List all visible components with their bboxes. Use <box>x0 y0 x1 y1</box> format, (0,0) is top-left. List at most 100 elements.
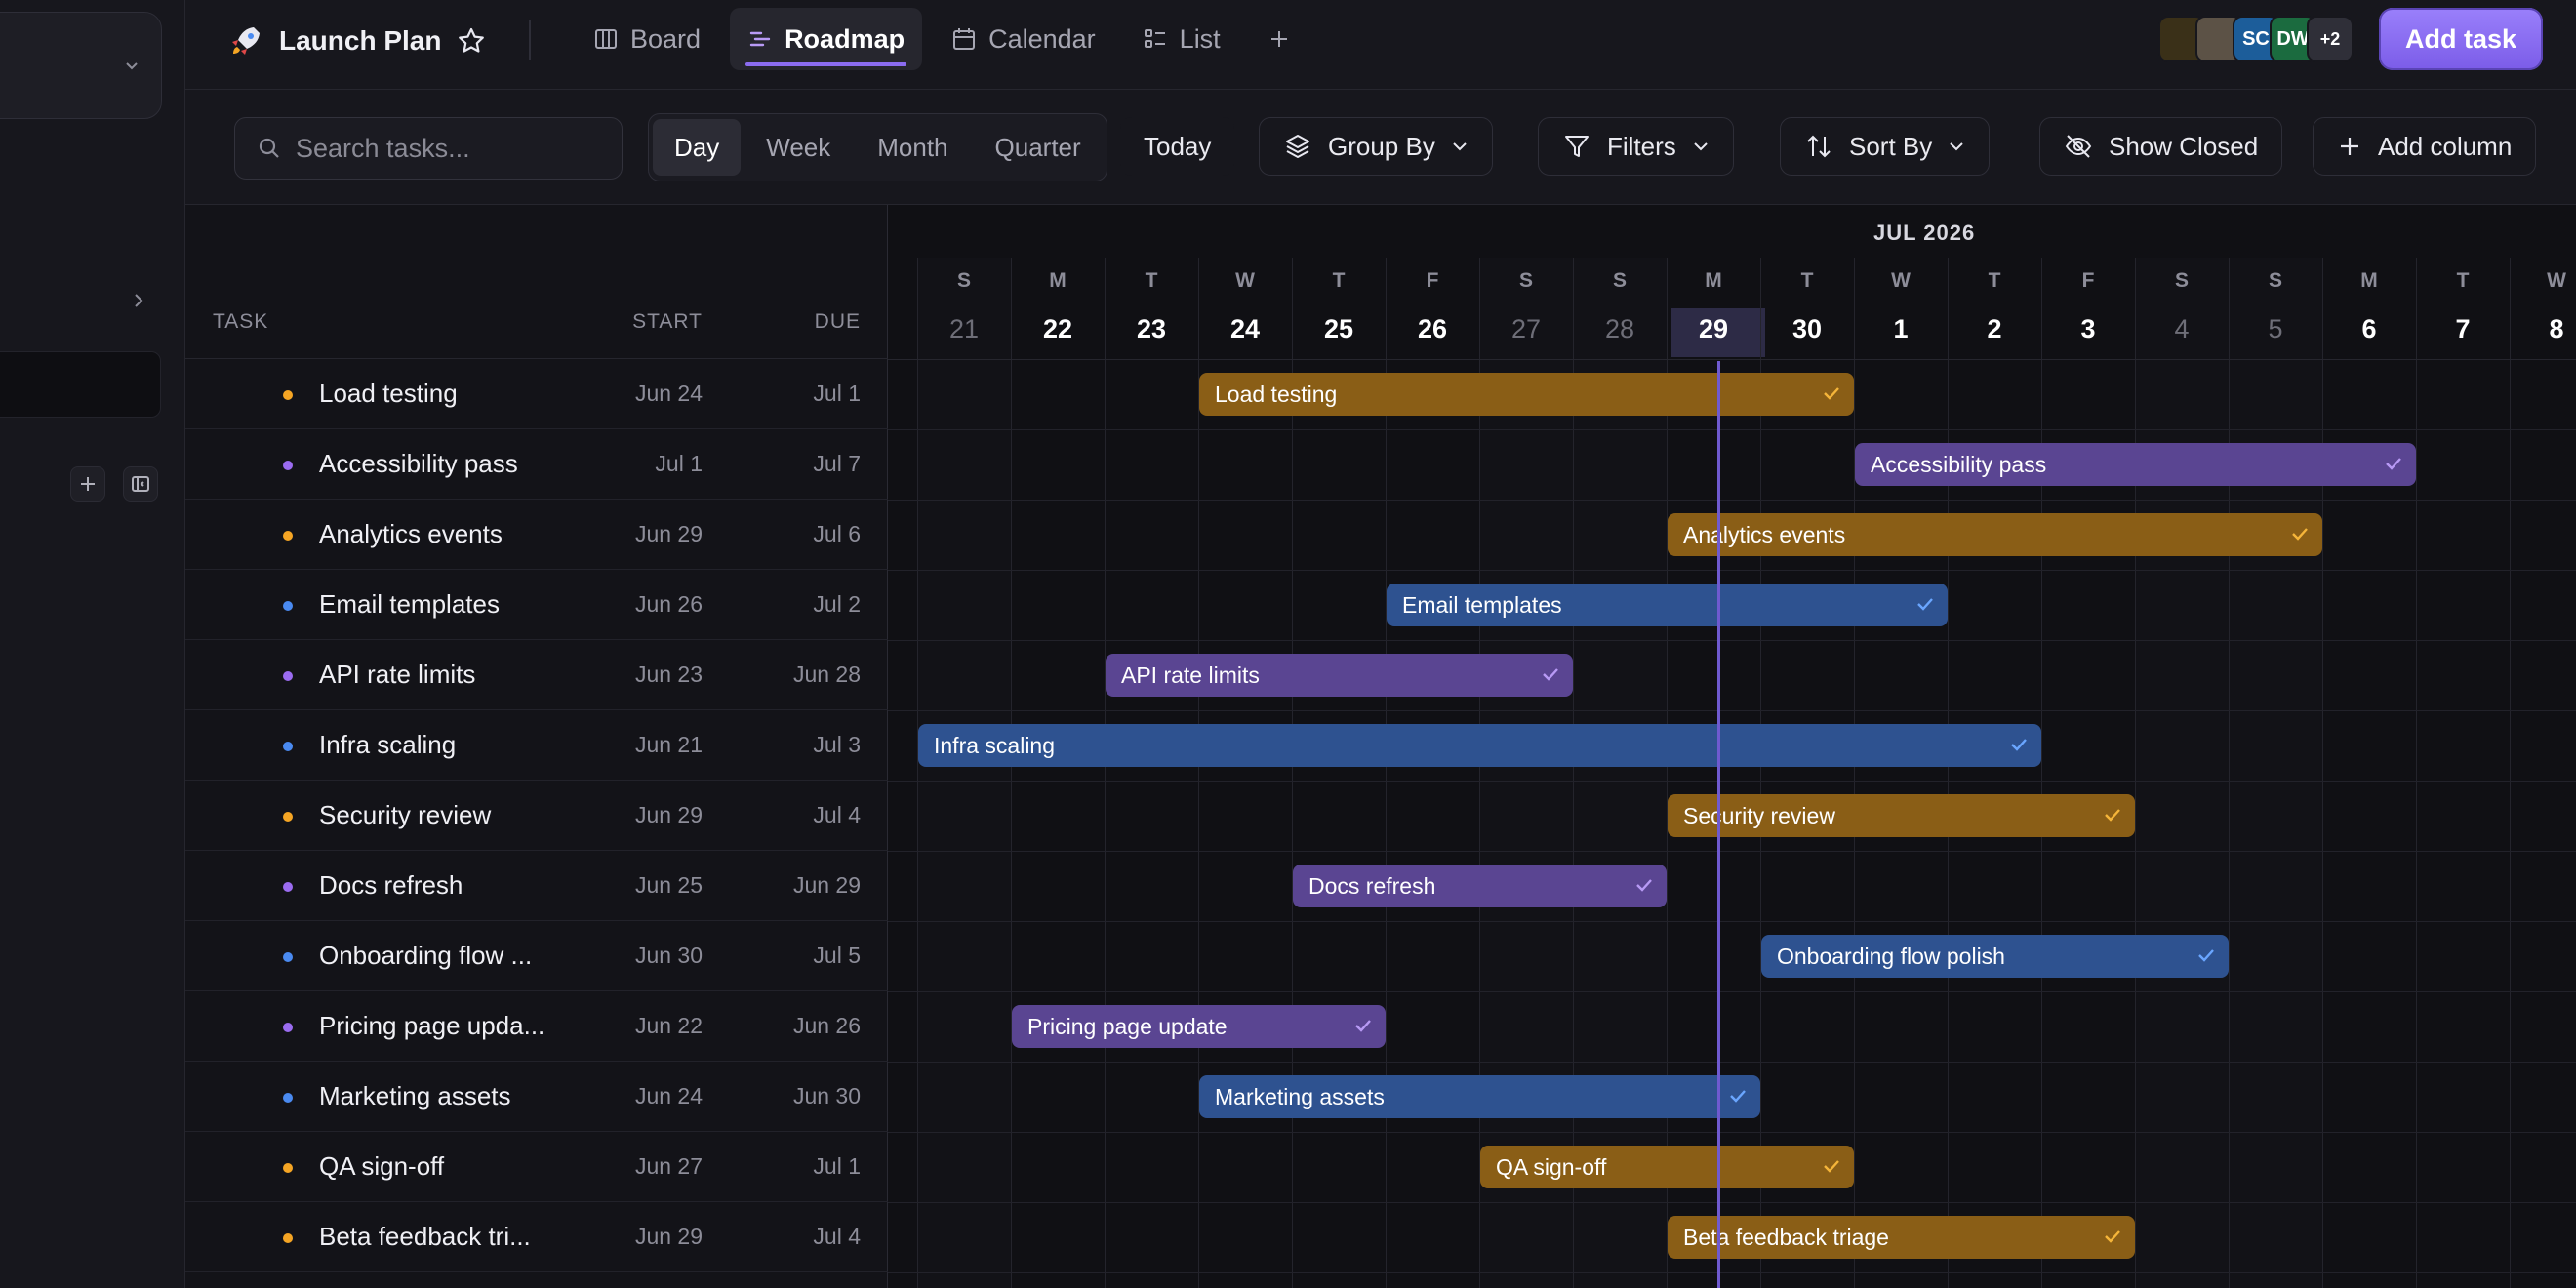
task-bar[interactable]: Docs refresh <box>1293 865 1667 907</box>
show-closed-button[interactable]: Show Closed <box>2039 117 2283 176</box>
day-column <box>1854 258 1948 1288</box>
scale-day[interactable]: Day <box>653 119 742 176</box>
check-icon <box>1824 1160 1839 1173</box>
status-dot <box>283 1093 293 1103</box>
workspace-switcher[interactable] <box>0 12 162 119</box>
row-divider <box>888 921 2576 922</box>
task-bar[interactable]: QA sign-off <box>1480 1146 1854 1188</box>
day-number-label[interactable]: 5 <box>2268 314 2283 343</box>
task-name: Infra scaling <box>319 730 457 759</box>
task-name: Onboarding flow ... <box>319 941 533 970</box>
task-bar[interactable]: Marketing assets <box>1199 1075 1760 1118</box>
row-divider <box>888 710 2576 711</box>
day-number-label[interactable]: 25 <box>1323 314 1354 343</box>
filters-button[interactable]: Filters <box>1538 117 1734 176</box>
task-row[interactable]: Pricing page upda... Jun 22 Jun 26 <box>185 991 888 1062</box>
tab-calendar[interactable]: Calendar <box>934 8 1113 70</box>
day-number-label[interactable]: 6 <box>2361 314 2377 343</box>
search-input[interactable] <box>296 133 608 164</box>
status-dot <box>283 742 293 751</box>
search-icon <box>259 138 279 158</box>
day-number-label[interactable]: 30 <box>1791 314 1823 343</box>
scale-month[interactable]: Month <box>877 132 948 162</box>
task-row[interactable]: Analytics events Jun 29 Jul 6 <box>185 500 888 570</box>
tab-board[interactable]: Board <box>576 8 718 70</box>
day-column <box>1948 258 2041 1288</box>
group-by-button[interactable]: Group By <box>1259 117 1493 176</box>
task-bar[interactable]: Accessibility pass <box>1855 443 2416 486</box>
day-number-label[interactable]: 23 <box>1136 314 1167 343</box>
task-bar[interactable]: Pricing page update <box>1012 1005 1386 1048</box>
task-bar[interactable]: Infra scaling <box>918 724 2041 767</box>
today-button[interactable]: Today <box>1120 117 1235 176</box>
task-row[interactable]: Marketing assets Jun 24 Jun 30 <box>185 1062 888 1132</box>
tab-roadmap[interactable]: Roadmap <box>730 8 923 70</box>
roadmap-icon <box>749 31 771 47</box>
plus-icon <box>1270 31 1287 47</box>
sidebar-add-button[interactable] <box>70 466 105 502</box>
day-of-week-label: T <box>1800 269 1814 292</box>
day-number-label[interactable]: 1 <box>1893 314 1909 343</box>
task-start-date: Jul 1 <box>655 451 703 476</box>
chevron-right-icon[interactable] <box>131 289 146 312</box>
star-icon[interactable] <box>457 26 486 56</box>
day-number-label[interactable]: 4 <box>2174 314 2190 343</box>
check-icon <box>2386 458 2401 470</box>
day-number-label[interactable]: 28 <box>1604 314 1635 343</box>
task-row[interactable]: Infra scaling Jun 21 Jul 3 <box>185 710 888 781</box>
task-start-date: Jun 30 <box>634 943 703 968</box>
day-of-week-label: M <box>2360 269 2378 292</box>
sidebar-item-active[interactable] <box>0 351 161 418</box>
search-box[interactable] <box>234 117 623 180</box>
day-number-label[interactable]: 22 <box>1042 314 1073 343</box>
task-bar[interactable]: Beta feedback triage <box>1668 1216 2135 1259</box>
scale-quarter[interactable]: Quarter <box>994 132 1081 162</box>
day-number-label[interactable]: 3 <box>2080 314 2096 343</box>
add-view-button[interactable] <box>1250 8 1308 70</box>
task-row[interactable]: API rate limits Jun 23 Jun 28 <box>185 640 888 710</box>
task-bar[interactable]: Load testing <box>1199 373 1854 416</box>
task-bar[interactable]: Email templates <box>1387 584 1948 626</box>
day-of-week-label: F <box>2081 269 2095 292</box>
member-avatars[interactable]: SC DW +2 <box>2158 16 2354 62</box>
day-number-label[interactable]: 8 <box>2549 314 2564 343</box>
task-row[interactable]: Email templates Jun 26 Jul 2 <box>185 570 888 640</box>
task-bar[interactable]: Onboarding flow polish <box>1761 935 2229 978</box>
task-row[interactable]: Accessibility pass Jul 1 Jul 7 <box>185 429 888 500</box>
row-divider <box>888 1062 2576 1063</box>
day-number-label[interactable]: 2 <box>1987 314 2002 343</box>
day-number-label[interactable]: 7 <box>2455 314 2471 343</box>
task-bar[interactable]: Analytics events <box>1668 513 2322 556</box>
sort-by-button[interactable]: Sort By <box>1780 117 1991 176</box>
task-row[interactable]: Docs refresh Jun 25 Jun 29 <box>185 851 888 921</box>
day-number-label[interactable]: 29 <box>1698 314 1729 343</box>
add-column-label: Add column <box>2378 131 2513 161</box>
task-start-date: Jun 23 <box>634 662 703 687</box>
task-bar[interactable]: API rate limits <box>1106 654 1573 697</box>
status-dot <box>283 952 293 962</box>
task-name: Accessibility pass <box>319 449 518 478</box>
task-bar-label: Marketing assets <box>1215 1083 1385 1109</box>
day-number-label[interactable]: 21 <box>948 314 980 343</box>
top-bar: Launch Plan Board Roadmap Calendar List … <box>185 0 2576 90</box>
day-column <box>1386 258 1479 1288</box>
tab-list[interactable]: List <box>1125 8 1238 70</box>
status-dot <box>283 601 293 611</box>
day-number-label[interactable]: 24 <box>1229 314 1261 343</box>
status-dot <box>283 531 293 541</box>
toolbar: Day Week Month Quarter Today Group By Fi… <box>185 90 2576 205</box>
add-column-button[interactable]: Add column <box>2313 117 2537 176</box>
task-row[interactable]: Load testing Jun 24 Jul 1 <box>185 359 888 429</box>
scale-week[interactable]: Week <box>766 132 831 162</box>
task-row[interactable]: Onboarding flow ... Jun 30 Jul 5 <box>185 921 888 991</box>
task-bar[interactable]: Security review <box>1668 794 2135 837</box>
day-number-label[interactable]: 26 <box>1417 314 1448 343</box>
status-dot <box>283 671 293 681</box>
sidebar-collapse-button[interactable] <box>123 466 158 502</box>
task-row[interactable]: Security review Jun 29 Jul 4 <box>185 781 888 851</box>
task-name: Security review <box>319 800 492 829</box>
task-row[interactable]: Beta feedback tri... Jun 29 Jul 4 <box>185 1202 888 1272</box>
day-number-label[interactable]: 27 <box>1510 314 1542 343</box>
add-task-button[interactable]: Add task <box>2379 8 2543 70</box>
task-row[interactable]: QA sign-off Jun 27 Jul 1 <box>185 1132 888 1202</box>
